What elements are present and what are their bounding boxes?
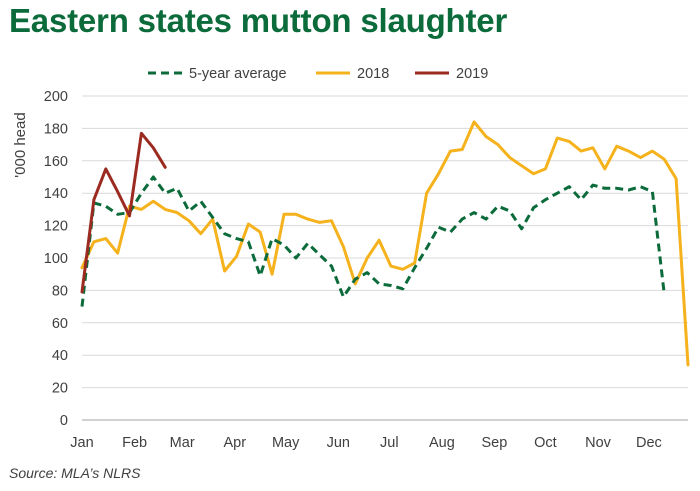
source-note: Source: MLA’s NLRS [9, 465, 141, 481]
y-axis: 0 20 40 60 80 100 120 140 160 180 200 [44, 89, 68, 429]
y-tick-label: 40 [52, 348, 68, 364]
x-tick-label: Dec [636, 435, 662, 451]
y-tick-label: 160 [44, 154, 68, 170]
y-tick-label: 100 [44, 251, 68, 267]
x-tick-label: Oct [534, 435, 557, 451]
series-line-5-year-average [80, 175, 666, 307]
x-tick-label: Feb [122, 435, 147, 451]
series-line-2018 [80, 120, 690, 367]
x-tick-label: Apr [224, 435, 247, 451]
x-tick-label: May [272, 435, 300, 451]
x-axis: Jan Feb Mar Apr May Jun Jul Aug Sep Oct Nov Dec [70, 435, 662, 451]
x-tick-label: Nov [585, 435, 612, 451]
y-tick-label: 80 [52, 283, 68, 299]
gridlines [82, 95, 688, 421]
y-tick-label: 120 [44, 219, 68, 235]
x-tick-label: Jul [380, 435, 399, 451]
y-tick-label: 20 [52, 381, 68, 397]
y-tick-label: 200 [44, 89, 68, 105]
legend-label: 2019 [456, 66, 488, 82]
y-tick-label: 0 [60, 413, 68, 429]
x-tick-label: Jan [70, 435, 93, 451]
legend: 5-year average 2018 2019 [148, 66, 488, 82]
x-tick-label: Sep [482, 435, 508, 451]
x-tick-label: Jun [327, 435, 350, 451]
y-axis-label: '000 head [12, 112, 29, 177]
chart-title: Eastern states mutton slaughter [9, 2, 508, 39]
x-tick-label: Aug [429, 435, 455, 451]
y-tick-label: 180 [44, 121, 68, 137]
series-lines [80, 120, 690, 367]
legend-label: 5-year average [189, 66, 287, 82]
legend-label: 2018 [357, 66, 389, 82]
y-tick-label: 140 [44, 186, 68, 202]
series-line-2019 [80, 131, 167, 294]
y-tick-label: 60 [52, 316, 68, 332]
x-tick-label: Mar [170, 435, 195, 451]
